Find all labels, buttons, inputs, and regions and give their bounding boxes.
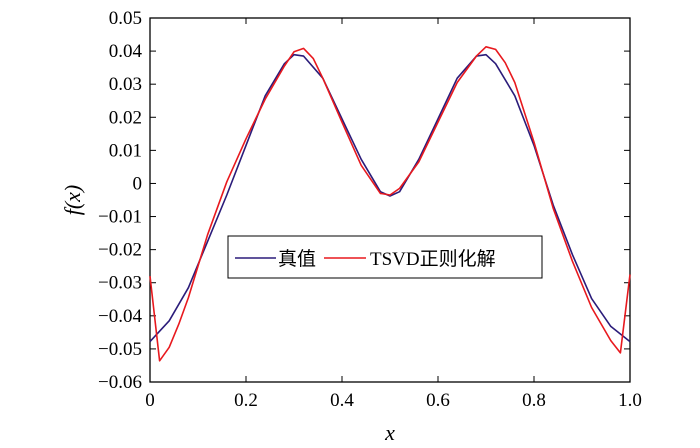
legend-box	[227, 235, 543, 279]
x-tick-label: 1.0	[618, 390, 642, 411]
y-tick-label: 0	[133, 173, 143, 194]
x-tick-label: 0.6	[426, 390, 450, 411]
y-tick-label: 0.03	[109, 74, 142, 95]
y-tick-label: −0.02	[98, 240, 142, 261]
y-axis-label: f(x)	[60, 185, 85, 216]
x-tick-label: 0.4	[330, 390, 354, 411]
plot-area	[149, 17, 631, 383]
x-tick-label: 0.2	[234, 390, 258, 411]
x-axis-label: x	[384, 420, 395, 445]
y-tick-label: −0.01	[98, 207, 142, 228]
y-tick-label: 0.05	[109, 8, 142, 29]
y-tick-label: 0.02	[109, 107, 142, 128]
x-tick-label: 0.8	[522, 390, 546, 411]
y-tick-label: −0.06	[98, 372, 142, 393]
y-axis-ticks: 0.05 0.04 0.03 0.02 0.01 0 −0.01 −0.02 −0.03 −0.0…	[98, 8, 630, 393]
y-tick-label: −0.03	[98, 273, 142, 294]
legend-label-tsvd: TSVD正则化解	[370, 248, 496, 270]
y-tick-label: −0.04	[98, 306, 142, 327]
legend: 真值 TSVD正则化解	[227, 235, 543, 279]
y-tick-label: 0.01	[109, 140, 142, 161]
series-layer	[149, 45, 631, 362]
series-line-tsvd	[149, 45, 631, 362]
legend-label-true-value: 真值	[278, 248, 316, 270]
x-axis-ticks: 0 0.2 0.4 0.6 0.8 1.0	[145, 18, 642, 411]
y-tick-label: 0.04	[109, 41, 143, 62]
y-tick-label: −0.05	[98, 339, 142, 360]
x-tick-label: 0	[145, 390, 155, 411]
